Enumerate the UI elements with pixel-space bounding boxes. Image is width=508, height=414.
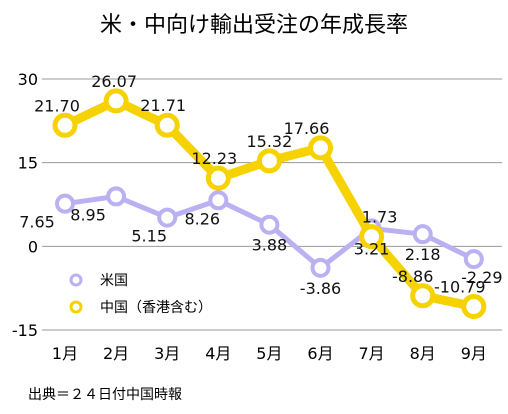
x-axis: 1月 2月 3月 4月 5月 6月 7月 8月 9月 bbox=[52, 344, 487, 363]
series-china-point bbox=[410, 283, 436, 309]
y-tick-label: 30 bbox=[18, 70, 38, 89]
series-china-point bbox=[308, 135, 333, 161]
x-tick-label: 7月 bbox=[359, 344, 385, 363]
series-china-value-label: 26.07 bbox=[91, 72, 137, 91]
x-tick-label: 2月 bbox=[103, 344, 129, 363]
grid bbox=[42, 78, 502, 331]
series-us-value-label: -2.29 bbox=[461, 268, 502, 287]
series-china-point bbox=[461, 294, 487, 320]
series-us-point bbox=[157, 207, 178, 228]
series-china-value-label: 15.32 bbox=[246, 132, 292, 151]
series-us-value-label: 5.15 bbox=[131, 227, 167, 246]
x-tick-label: 1月 bbox=[52, 344, 78, 363]
series-us-point bbox=[412, 224, 433, 245]
chart-title: 米・中向け輸出受注の年成長率 bbox=[100, 13, 408, 38]
series-china-point bbox=[103, 88, 129, 114]
x-tick-label: 4月 bbox=[205, 344, 231, 363]
legend-label-china: 中国（香港含む） bbox=[100, 300, 212, 316]
series-us-value-label: 8.95 bbox=[70, 205, 106, 224]
series-us-point bbox=[310, 257, 331, 278]
series-china-value-label: 21.71 bbox=[140, 96, 186, 115]
series-china-point bbox=[256, 148, 282, 174]
series-us-point bbox=[55, 193, 75, 214]
data-labels: 7.65 8.95 5.15 8.26 3.88 -3.86 3.21 2.18 -2.29 21… bbox=[19, 72, 502, 298]
series-us-point bbox=[463, 249, 484, 270]
series-china-point bbox=[359, 224, 385, 250]
series-china-point bbox=[154, 112, 180, 138]
series-us-value-label: 7.65 bbox=[19, 213, 55, 232]
x-tick-label: 9月 bbox=[461, 344, 487, 363]
series-china-value-label: 1.73 bbox=[362, 208, 398, 227]
source-note: 出典＝２４日付中国時報 bbox=[28, 387, 182, 403]
series-china-point bbox=[52, 112, 78, 138]
series-china bbox=[52, 88, 487, 320]
y-tick-label: -15 bbox=[12, 321, 38, 340]
legend-marker-china bbox=[69, 300, 83, 314]
legend-marker-us bbox=[69, 273, 83, 287]
series-us bbox=[55, 186, 484, 278]
series-us-point bbox=[259, 214, 280, 235]
series-us-value-label: 2.18 bbox=[405, 245, 441, 264]
x-tick-label: 3月 bbox=[154, 344, 180, 363]
y-axis: 30 15 0 -15 bbox=[12, 70, 38, 340]
series-us-value-label: 8.26 bbox=[184, 209, 220, 228]
x-tick-label: 5月 bbox=[256, 344, 282, 363]
series-us-value-label: 3.21 bbox=[354, 239, 390, 258]
series-china-value-label: 17.66 bbox=[284, 119, 330, 138]
series-us-value-label: -3.86 bbox=[300, 279, 341, 298]
x-tick-label: 8月 bbox=[410, 344, 436, 363]
legend: 米国 中国（香港含む） bbox=[69, 273, 212, 316]
series-china-value-label: 12.23 bbox=[191, 149, 237, 168]
series-us-point bbox=[208, 190, 229, 211]
series-china-value-label: -8.86 bbox=[392, 267, 433, 286]
series-china-point bbox=[205, 165, 231, 191]
legend-label-us: 米国 bbox=[100, 273, 128, 289]
series-china-value-label: -10.79 bbox=[434, 278, 486, 297]
y-tick-label: 15 bbox=[18, 154, 38, 173]
x-tick-label: 6月 bbox=[307, 344, 333, 363]
y-tick-label: 0 bbox=[28, 237, 38, 256]
series-us-point bbox=[106, 186, 127, 207]
series-group bbox=[52, 88, 487, 320]
series-china-value-label: 21.70 bbox=[34, 96, 80, 115]
series-us-value-label: 3.88 bbox=[252, 236, 288, 255]
